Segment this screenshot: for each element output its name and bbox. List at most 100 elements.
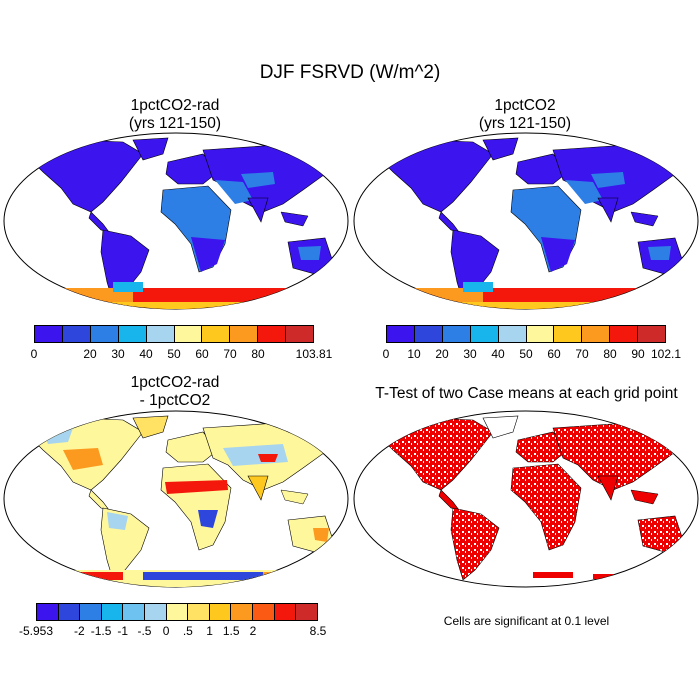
cb1-swatch: [286, 326, 314, 342]
panel2-title-line2: (yrs 121-150): [478, 115, 572, 132]
cb1-swatch: [62, 326, 91, 342]
cb3-swatch: [123, 604, 146, 620]
se-asia: [630, 489, 659, 505]
significance-note: Cells are significant at 0.1 level: [443, 614, 610, 628]
india: [597, 197, 619, 223]
panel1-land: [30, 137, 334, 309]
panel4-map: [353, 410, 699, 588]
cb2-label: 20: [435, 347, 449, 361]
middle-east: [215, 180, 253, 204]
cb3-swatch: [145, 604, 167, 620]
cb3-swatch: [101, 604, 124, 620]
cb1-label: 0: [30, 347, 38, 361]
cb3-swatch: [209, 604, 232, 620]
cb3-swatch: [166, 604, 189, 620]
antarctica-signif: [533, 572, 573, 578]
cb2-swatch: [414, 326, 443, 342]
antarctica-peninsula: [463, 282, 493, 292]
cb2-label: 10: [407, 347, 421, 361]
cb3-label: 1: [206, 624, 213, 638]
panel1-map: [3, 132, 349, 310]
cb3-swatch: [296, 604, 317, 620]
cb2-label: 102.1: [650, 347, 682, 361]
cb2-label: 60: [547, 347, 561, 361]
africa-south: [541, 237, 575, 272]
panel3-title: 1pctCO2-rad - 1pctCO2: [75, 374, 275, 410]
africa-blue: [198, 510, 218, 528]
cb3-swatch: [37, 604, 59, 620]
panel3-map: [3, 410, 349, 588]
figure-title: DJF FSRVD (W/m^2): [259, 62, 441, 83]
cb2-swatch: [610, 326, 639, 342]
panel1-colorbar: [34, 325, 314, 343]
north-america: [380, 139, 494, 213]
antarctica-edge: [383, 302, 683, 309]
cb1-swatch: [146, 326, 175, 342]
europe: [515, 431, 569, 463]
australia-red: [313, 528, 329, 542]
panel1-title-line1: 1pctCO2-rad: [130, 97, 220, 114]
asia-red: [258, 454, 278, 462]
cb3-label: 8.5: [309, 624, 327, 638]
cb3-label: 0: [162, 624, 170, 638]
cb2-label: 80: [603, 347, 617, 361]
greenland: [482, 415, 519, 439]
cb3-label: .5: [182, 624, 193, 638]
panel2-title: 1pctCO2 (yrs 121-150): [425, 97, 625, 133]
se-asia: [280, 211, 309, 227]
cb1-label: 20: [83, 347, 97, 361]
cb3-swatch: [253, 604, 275, 620]
europe: [165, 431, 219, 463]
sa-anomaly: [107, 512, 128, 530]
cb1-label: 50: [167, 347, 181, 361]
cb2-swatch: [638, 326, 666, 342]
cb3-label: -.5: [137, 624, 152, 638]
cb1-swatch: [174, 326, 203, 342]
cb3-swatch: [58, 604, 81, 620]
panel4-title: T-Test of two Case means at each grid po…: [354, 385, 699, 403]
europe: [165, 153, 219, 185]
greenland: [132, 415, 169, 439]
cb3-label: -1.5: [90, 624, 112, 638]
south-america: [450, 507, 500, 581]
panel3-title-line1: 1pctCO2-rad: [130, 374, 220, 391]
cb1-swatch: [230, 326, 259, 342]
cb1-label: 60: [195, 347, 209, 361]
panel3-title-line2: - 1pctCO2: [139, 392, 211, 409]
cb3-label: 2: [249, 624, 257, 638]
cb1-label: 70: [223, 347, 237, 361]
panel1-colorbar-labels: 0 20 30 40 50 60 70 80 103.81: [30, 347, 333, 361]
se-asia: [280, 489, 309, 505]
tibet: [241, 172, 275, 188]
north-america: [380, 417, 494, 491]
cb3-swatch: [274, 604, 297, 620]
australia: [637, 515, 684, 553]
cb1-swatch: [258, 326, 287, 342]
antarctica-edge: [33, 302, 333, 309]
cb3-label: -5.953: [18, 624, 54, 638]
africa: [510, 463, 582, 551]
cb2-swatch: [554, 326, 583, 342]
middle-east: [565, 180, 603, 204]
panel1-title-line2: (yrs 121-150): [128, 115, 222, 132]
panel3-colorbar: [36, 603, 318, 621]
australia-inner: [648, 246, 671, 260]
india: [247, 197, 269, 223]
cb1-swatch: [90, 326, 119, 342]
panel4-significance: [380, 415, 684, 581]
antarctica-orange: [263, 572, 323, 580]
india: [597, 475, 619, 501]
greenland: [482, 137, 519, 161]
australia-inner: [298, 246, 321, 260]
antarctica-signif: [593, 574, 613, 579]
tibet: [591, 172, 625, 188]
cb3-label: -1: [117, 624, 129, 638]
cb2-swatch: [526, 326, 555, 342]
cb2-label: 40: [491, 347, 505, 361]
africa-band: [165, 480, 228, 494]
greenland: [132, 137, 169, 161]
cb1-swatch: [118, 326, 147, 342]
cb1-swatch: [202, 326, 231, 342]
cb3-swatch: [188, 604, 210, 620]
cb3-swatch: [80, 604, 102, 620]
